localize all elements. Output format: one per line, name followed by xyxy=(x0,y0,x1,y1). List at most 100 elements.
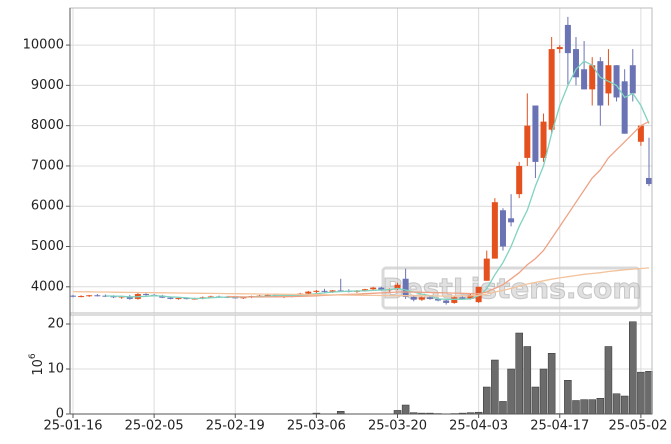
x-tick-label: 25-02-05 xyxy=(125,419,184,434)
candle-body xyxy=(370,287,377,290)
candle-body xyxy=(102,295,109,297)
y-tick-label: 7000 xyxy=(31,158,64,173)
candle-body xyxy=(232,297,239,299)
volume-bar xyxy=(401,404,410,415)
x-tick-label: 25-01-16 xyxy=(43,419,102,434)
candle-body xyxy=(532,105,539,162)
x-tick-label: 25-05-02 xyxy=(608,419,667,434)
candle-body xyxy=(207,296,214,298)
candle-body xyxy=(581,69,588,90)
volume-bar xyxy=(499,401,507,415)
candle-body xyxy=(435,298,442,301)
candle-body xyxy=(646,178,652,185)
candle-body xyxy=(451,297,458,303)
moving-average-line xyxy=(105,60,650,300)
candle-body xyxy=(548,49,555,130)
candle-body xyxy=(143,294,150,296)
volume-bar xyxy=(645,371,653,415)
candle-body xyxy=(508,218,515,223)
volume-bar xyxy=(596,398,605,415)
candle-body xyxy=(629,65,636,94)
unit-base: 10 xyxy=(31,359,46,376)
candle-body xyxy=(426,297,433,299)
y-tick-label: 5000 xyxy=(31,239,64,254)
candle-body xyxy=(621,81,628,134)
volume-bar xyxy=(588,399,596,415)
candle-body xyxy=(589,65,596,90)
y-tick-label: 4000 xyxy=(31,279,64,294)
volume-bar xyxy=(564,380,572,415)
candle-body xyxy=(491,202,498,259)
moving-average-line xyxy=(227,121,650,298)
x-tick-label: 25-04-03 xyxy=(449,419,508,434)
candle-body xyxy=(524,125,531,158)
candle-body xyxy=(337,290,344,292)
candle-body xyxy=(240,297,247,299)
volume-bar xyxy=(580,399,588,415)
candle-body xyxy=(564,24,571,54)
candle-body xyxy=(183,298,190,300)
volume-bar xyxy=(637,371,645,415)
candle-body xyxy=(329,290,336,292)
volume-bar xyxy=(539,368,548,415)
volume-bar xyxy=(620,395,629,415)
y-tick-label: 9000 xyxy=(31,78,64,93)
volume-bar xyxy=(547,353,556,415)
candle-body xyxy=(540,121,547,158)
candle-body xyxy=(362,289,369,291)
x-tick-label: 25-02-19 xyxy=(206,419,265,434)
candle-body xyxy=(78,296,85,298)
candle-body xyxy=(313,290,320,292)
volume-bar xyxy=(393,410,402,415)
y-tick-label: 20 xyxy=(47,317,64,332)
volume-bar xyxy=(604,346,613,415)
candle-body xyxy=(443,300,450,303)
candle-body xyxy=(475,286,482,303)
volume-bar xyxy=(507,368,515,415)
candle-body xyxy=(175,298,182,300)
candle-body xyxy=(467,294,474,299)
candle-body xyxy=(305,291,312,294)
candle-body xyxy=(410,296,417,300)
candle-body xyxy=(167,297,174,299)
volume-bar xyxy=(523,346,532,415)
candle-body xyxy=(86,295,93,297)
candle-body xyxy=(516,165,523,195)
y-tick-label: 10000 xyxy=(23,38,64,53)
volume-bar xyxy=(629,321,637,415)
x-tick-label: 25-03-06 xyxy=(287,419,346,434)
candle-body xyxy=(572,49,579,78)
candle-body xyxy=(94,295,101,297)
plot-layer xyxy=(66,8,652,418)
y-tick-label: 10 xyxy=(47,362,64,377)
volume-bar xyxy=(531,386,540,415)
volume-bar xyxy=(572,400,580,415)
candle-body xyxy=(418,297,425,300)
candle-body xyxy=(321,290,328,292)
candle-body xyxy=(126,296,133,299)
y-tick-label: 6000 xyxy=(31,199,64,214)
moving-average-line xyxy=(72,267,650,297)
volume-bar xyxy=(515,332,523,415)
candle-body xyxy=(394,284,401,290)
candle-body xyxy=(459,297,466,299)
candle-body xyxy=(556,47,563,50)
candle-body xyxy=(483,258,490,281)
y-tick-label: 8000 xyxy=(31,118,64,133)
candle-body xyxy=(613,65,620,98)
unit-exponent: 6 xyxy=(28,353,38,359)
y-axis-label: 106 xyxy=(28,353,46,376)
volume-bar xyxy=(491,359,499,415)
candle-body xyxy=(597,61,604,106)
candle-body xyxy=(378,287,385,291)
candle-body xyxy=(605,65,612,94)
candle-body xyxy=(402,278,409,297)
y-tick-label: 0 xyxy=(56,407,64,422)
candle-body xyxy=(70,295,76,297)
x-tick-label: 25-04-17 xyxy=(530,419,589,434)
x-tick-label: 25-03-20 xyxy=(368,419,427,434)
candle-body xyxy=(264,294,271,296)
candle-body xyxy=(637,125,644,142)
volume-bar xyxy=(612,393,621,415)
